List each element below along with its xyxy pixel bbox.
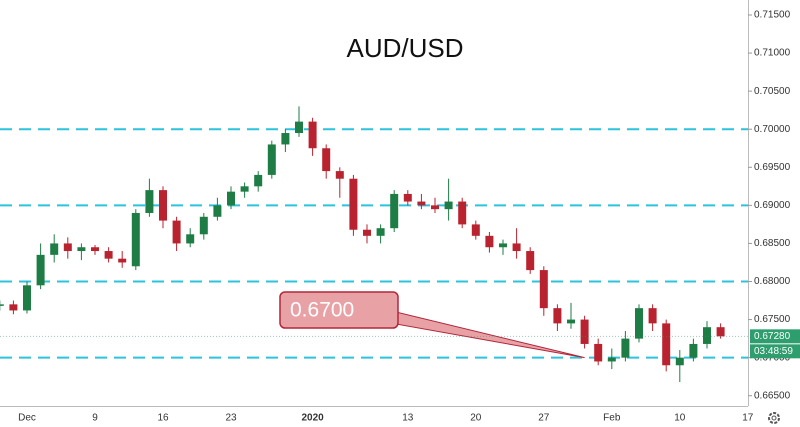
x-tick-label: 2020 xyxy=(301,413,324,424)
y-tick-label: 0.68500 xyxy=(754,238,791,249)
candle-body xyxy=(199,216,208,235)
candle-body xyxy=(689,343,698,358)
candle-body xyxy=(63,243,72,252)
x-tick-label: 13 xyxy=(402,413,414,424)
candle-body xyxy=(621,338,630,358)
y-tick-label: 0.67500 xyxy=(754,314,791,325)
x-tick-label: 9 xyxy=(92,413,98,424)
candle-body xyxy=(716,327,725,337)
callout-box xyxy=(279,291,399,329)
candle-body xyxy=(281,133,290,145)
candle-body xyxy=(403,193,412,202)
chart-title: AUD/USD xyxy=(346,33,463,63)
y-tick-label: 0.69000 xyxy=(754,200,791,211)
countdown-tag xyxy=(750,344,800,359)
candle-body xyxy=(703,327,711,344)
candle-body xyxy=(254,174,263,187)
candle-body xyxy=(485,235,494,248)
candle-body xyxy=(308,121,317,149)
countdown-text: 03:48:59 xyxy=(754,346,793,357)
candle-body xyxy=(499,243,507,248)
candle-body xyxy=(335,171,344,179)
candle-body xyxy=(390,193,399,229)
candle-body xyxy=(172,220,181,244)
candle-body xyxy=(227,191,235,206)
candle-body xyxy=(539,270,548,309)
candle-body xyxy=(349,178,358,230)
x-tick-label: 20 xyxy=(470,413,482,424)
candle-body xyxy=(295,121,303,134)
x-tick-label: 17 xyxy=(742,413,754,424)
candle-body xyxy=(77,247,86,252)
candle-body xyxy=(0,304,4,306)
candle-body xyxy=(213,205,222,217)
y-tick-label: 0.71000 xyxy=(754,48,791,59)
candle-body xyxy=(594,343,603,362)
price-tag-text: 0.67280 xyxy=(754,331,791,342)
y-tick-label: 0.71500 xyxy=(754,10,791,21)
x-tick-label: 16 xyxy=(157,413,169,424)
candle-body xyxy=(648,308,657,324)
y-tick-label: 0.68000 xyxy=(754,276,791,287)
settings-hole xyxy=(771,415,777,421)
settings-gear xyxy=(768,412,780,424)
y-tick-label: 0.66500 xyxy=(754,390,791,401)
x-tick-label: 23 xyxy=(225,413,237,424)
candle-body xyxy=(159,190,167,221)
candle-body xyxy=(104,251,113,259)
candle-body xyxy=(607,357,616,362)
candle-body xyxy=(9,304,18,311)
candle-body xyxy=(567,319,575,324)
x-tick-label: 27 xyxy=(538,413,550,424)
candle-body xyxy=(376,228,385,236)
y-tick-label: 0.70000 xyxy=(754,124,791,135)
candle-body xyxy=(444,201,453,210)
candle-body xyxy=(118,258,127,263)
candle-body xyxy=(471,224,480,236)
candle-body xyxy=(417,201,426,206)
y-tick-label: 0.69500 xyxy=(754,162,791,173)
candle-body xyxy=(91,247,99,252)
callout-text: 0.6700 xyxy=(290,299,354,322)
settings-icon[interactable] xyxy=(768,412,780,424)
candle-body xyxy=(675,357,684,366)
candle-body xyxy=(662,323,671,366)
x-tick-label: Feb xyxy=(603,413,621,424)
y-tick-label: 0.70500 xyxy=(754,86,791,97)
candle-body xyxy=(36,254,45,286)
x-tick-label: Dec xyxy=(18,413,36,424)
candle-body xyxy=(553,308,562,324)
price-tag xyxy=(750,329,800,344)
candle-body xyxy=(458,201,467,225)
candle-body xyxy=(526,251,535,271)
candle-body xyxy=(145,190,154,213)
candle-body xyxy=(363,229,371,236)
candle-body xyxy=(186,234,195,244)
candle-body xyxy=(322,148,331,172)
x-tick-label: 10 xyxy=(674,413,686,424)
candle-body xyxy=(512,243,521,252)
candle-body xyxy=(635,308,643,339)
candle-body xyxy=(131,212,140,267)
candle-body xyxy=(50,243,59,255)
candle-body xyxy=(580,319,589,344)
candle-body xyxy=(240,186,249,192)
candle-body xyxy=(267,144,276,175)
candle-body xyxy=(23,285,31,311)
candle-body xyxy=(431,205,439,210)
